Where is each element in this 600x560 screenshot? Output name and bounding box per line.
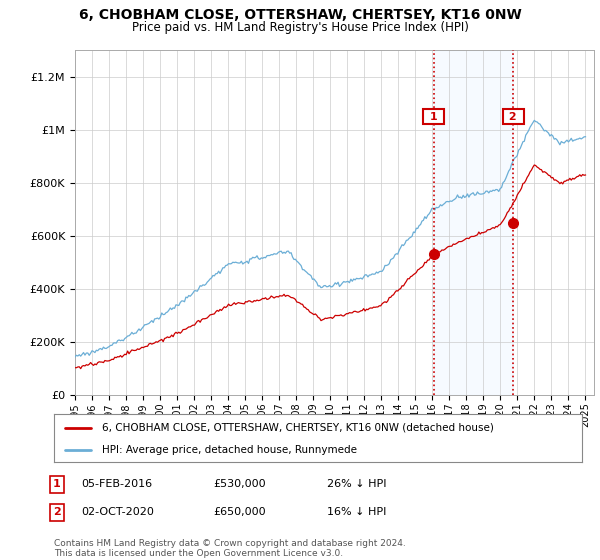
Text: 1: 1: [426, 111, 442, 122]
Text: 6, CHOBHAM CLOSE, OTTERSHAW, CHERTSEY, KT16 0NW: 6, CHOBHAM CLOSE, OTTERSHAW, CHERTSEY, K…: [79, 8, 521, 22]
Bar: [434, 50, 513, 395]
Text: 02-OCT-2020: 02-OCT-2020: [81, 507, 154, 517]
Text: £650,000: £650,000: [213, 507, 266, 517]
Text: 26% ↓ HPI: 26% ↓ HPI: [327, 479, 386, 489]
Text: HPI: Average price, detached house, Runnymede: HPI: Average price, detached house, Runn…: [101, 445, 356, 455]
Text: 1: 1: [53, 479, 61, 489]
Text: 05-FEB-2016: 05-FEB-2016: [81, 479, 152, 489]
Text: 16% ↓ HPI: 16% ↓ HPI: [327, 507, 386, 517]
Text: £530,000: £530,000: [213, 479, 266, 489]
Text: Price paid vs. HM Land Registry's House Price Index (HPI): Price paid vs. HM Land Registry's House …: [131, 21, 469, 34]
Text: 2: 2: [53, 507, 61, 517]
Text: 6, CHOBHAM CLOSE, OTTERSHAW, CHERTSEY, KT16 0NW (detached house): 6, CHOBHAM CLOSE, OTTERSHAW, CHERTSEY, K…: [101, 423, 493, 433]
Text: 2: 2: [505, 111, 521, 122]
Text: Contains HM Land Registry data © Crown copyright and database right 2024.
This d: Contains HM Land Registry data © Crown c…: [54, 539, 406, 558]
